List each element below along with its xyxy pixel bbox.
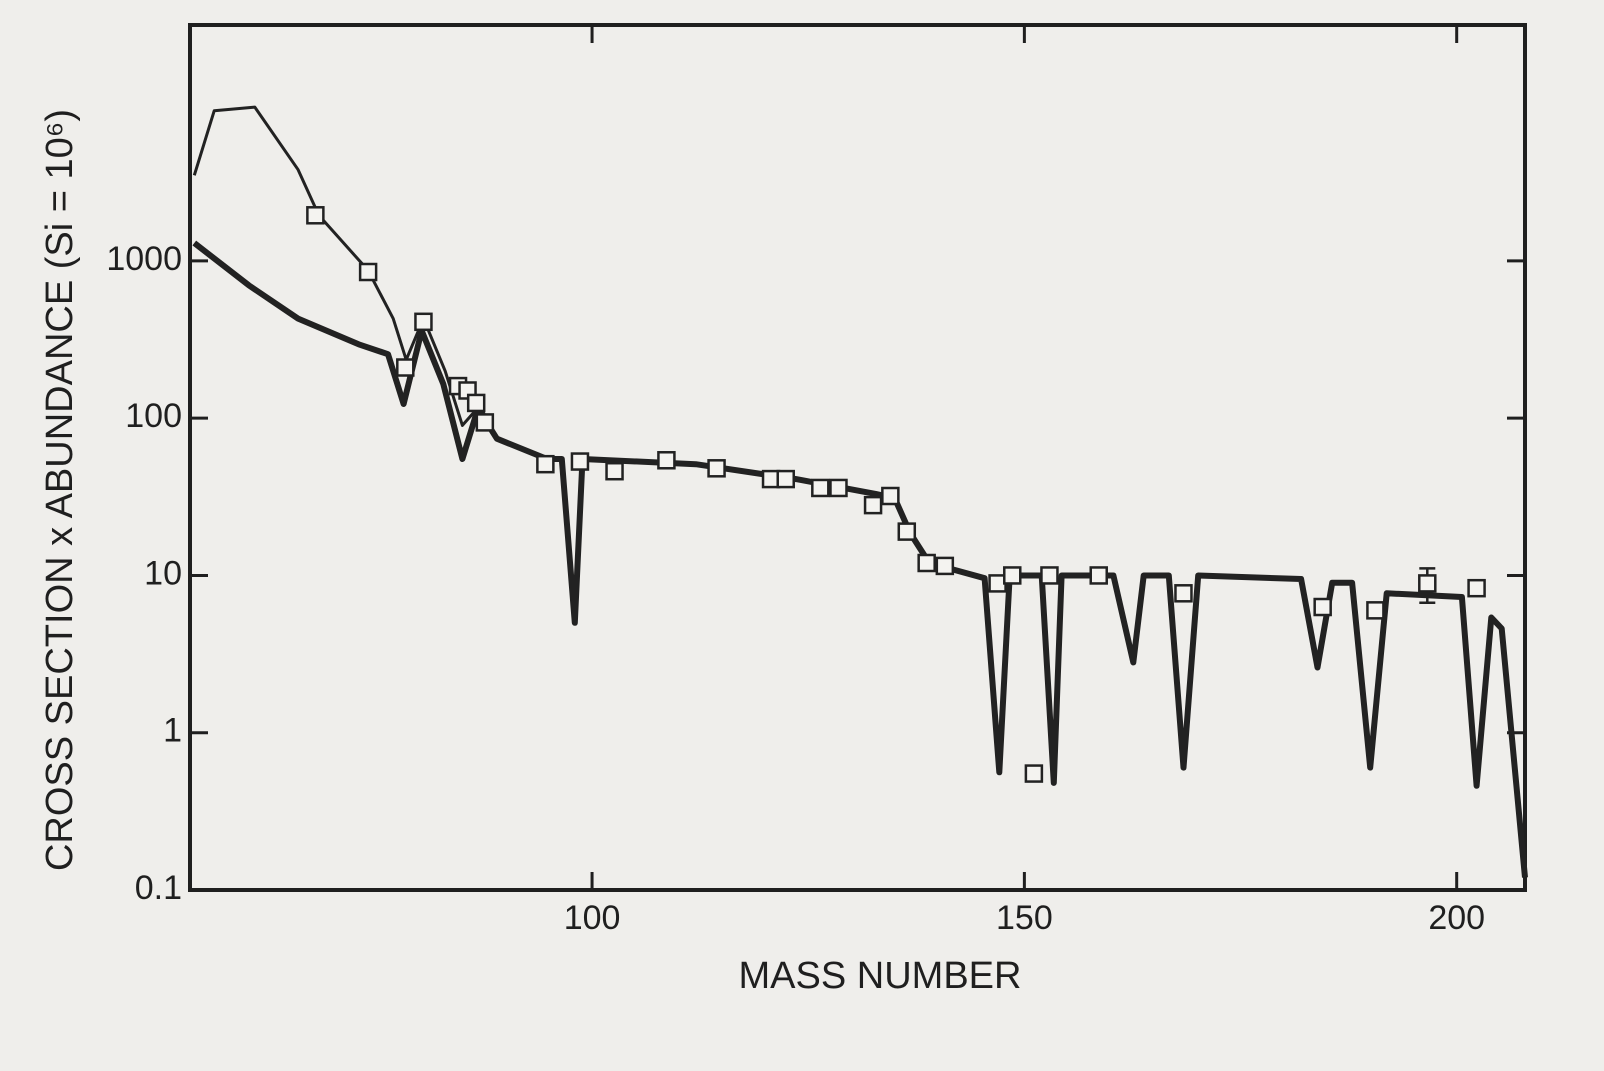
data-point — [1040, 566, 1059, 585]
data-point — [1467, 578, 1486, 598]
data-point — [1024, 764, 1044, 783]
data-point — [1174, 584, 1193, 603]
data-point — [707, 459, 726, 478]
x-tick-label: 150 — [996, 899, 1053, 937]
y-axis-label: CROSS SECTION x ABUNDANCE (Si = 10⁶) — [39, 109, 81, 871]
x-tick-label: 100 — [564, 899, 621, 937]
data-point — [536, 454, 555, 474]
data-line — [192, 240, 1528, 878]
data-point — [917, 553, 936, 573]
data-point — [811, 478, 830, 498]
data-point — [776, 469, 795, 489]
y-tick-label: 0.1 — [135, 869, 182, 907]
data-point — [897, 522, 917, 541]
data-point — [863, 495, 883, 515]
data-point — [396, 358, 415, 377]
y-tick-label: 10 — [144, 554, 182, 592]
data-point — [1003, 566, 1022, 585]
data-point — [1366, 601, 1385, 620]
data-point — [1089, 566, 1108, 585]
data-point — [1313, 597, 1332, 617]
data-point — [570, 452, 590, 471]
data-point — [935, 556, 955, 576]
plot-frame — [188, 23, 1527, 892]
data-point — [414, 312, 433, 332]
data-point — [466, 393, 486, 413]
data-point — [306, 206, 325, 225]
data-point — [881, 486, 900, 506]
data-point — [829, 478, 848, 498]
y-tick-label: 100 — [125, 397, 182, 435]
data-line — [192, 105, 499, 439]
y-tick-label: 1 — [163, 712, 182, 750]
data-point — [605, 461, 624, 481]
x-axis-label: MASS NUMBER — [739, 955, 1022, 997]
data-point — [475, 413, 495, 432]
data-point — [657, 451, 676, 470]
data-point — [358, 262, 378, 282]
y-tick-label: 1000 — [106, 240, 182, 278]
x-tick-label: 200 — [1428, 899, 1485, 937]
data-point — [1418, 574, 1437, 593]
